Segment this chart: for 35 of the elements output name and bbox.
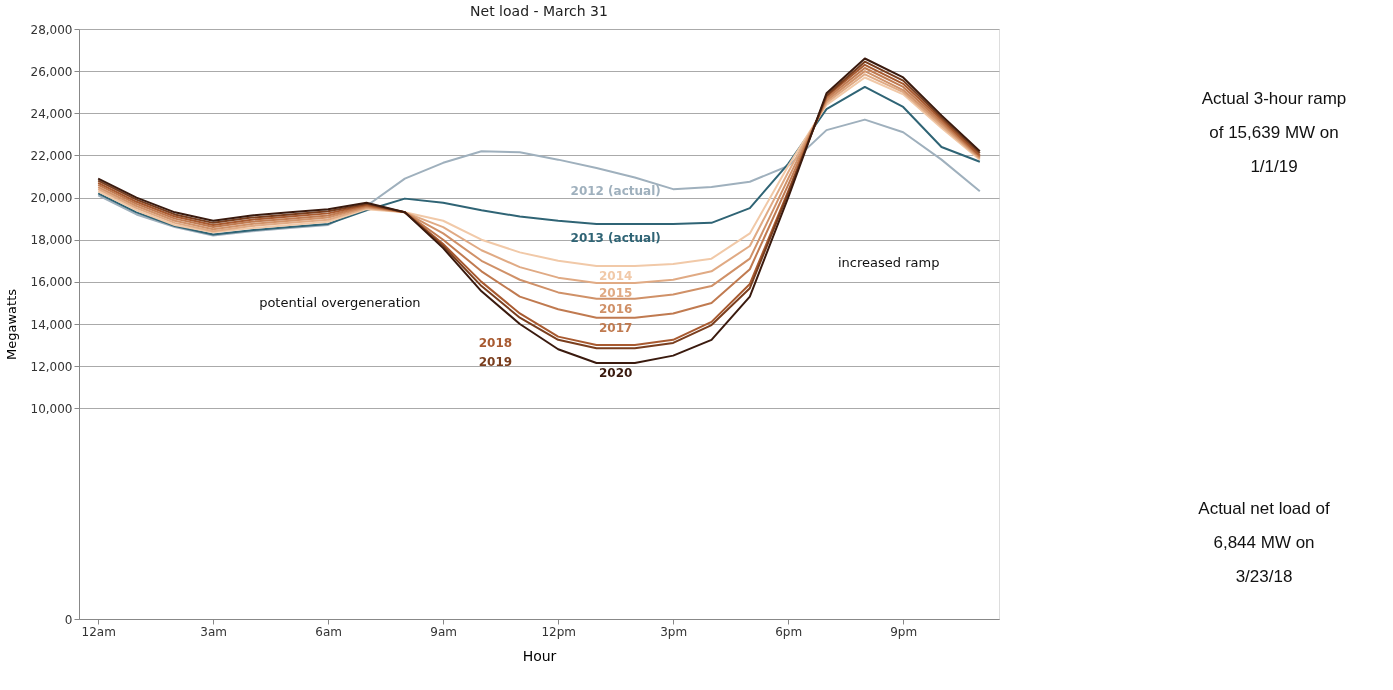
y-tick-label: 28,000: [30, 22, 73, 37]
y-tick-label: 20,000: [30, 191, 73, 206]
chart-title: Net load - March 31: [470, 3, 608, 19]
series-label: 2016: [598, 301, 633, 316]
series-label: 2018: [478, 335, 513, 350]
y-tick-label: 24,000: [30, 106, 73, 121]
series-label: 2013 (actual): [570, 230, 661, 245]
annotation: potential overgeneration: [259, 294, 421, 310]
y-tick-label: 16,000: [30, 275, 73, 290]
x-tick-label: 3am: [200, 624, 228, 639]
x-tick-label: 3pm: [660, 624, 688, 639]
series-label: 2015: [598, 285, 633, 300]
annotation: increased ramp: [838, 254, 940, 270]
x-axis-title: Hour: [522, 647, 557, 664]
y-tick-label: 26,000: [30, 64, 73, 79]
series-label: 2017: [598, 320, 633, 335]
x-tick-label: 6am: [315, 624, 343, 639]
text: Actual 3-hour ramp of 15,639 MW on 1/1/19: [1201, 89, 1347, 176]
x-tick-label: 12am: [81, 624, 116, 639]
series-label: 2020: [598, 365, 633, 380]
y-tick-label: 0: [64, 612, 73, 627]
x-tick-label: 6pm: [775, 624, 803, 639]
y-tick-label: 14,000: [30, 317, 73, 332]
x-tick-label: 9am: [430, 624, 458, 639]
text: Actual net load of 6,844 MW on 3/23/18: [1198, 499, 1330, 586]
x-tick-label: 12pm: [541, 624, 576, 639]
series-label: 2014: [598, 269, 633, 284]
series-label: 2012 (actual): [570, 183, 661, 198]
y-axis-title: Megawatts: [3, 288, 19, 360]
text: 2019: [478, 354, 513, 369]
x-tick-label: 9pm: [890, 624, 918, 639]
y-tick-label: 10,000: [30, 401, 73, 416]
y-tick-label: 18,000: [30, 233, 73, 248]
y-tick-label: 12,000: [30, 359, 73, 374]
y-tick-label: 22,000: [30, 148, 73, 163]
